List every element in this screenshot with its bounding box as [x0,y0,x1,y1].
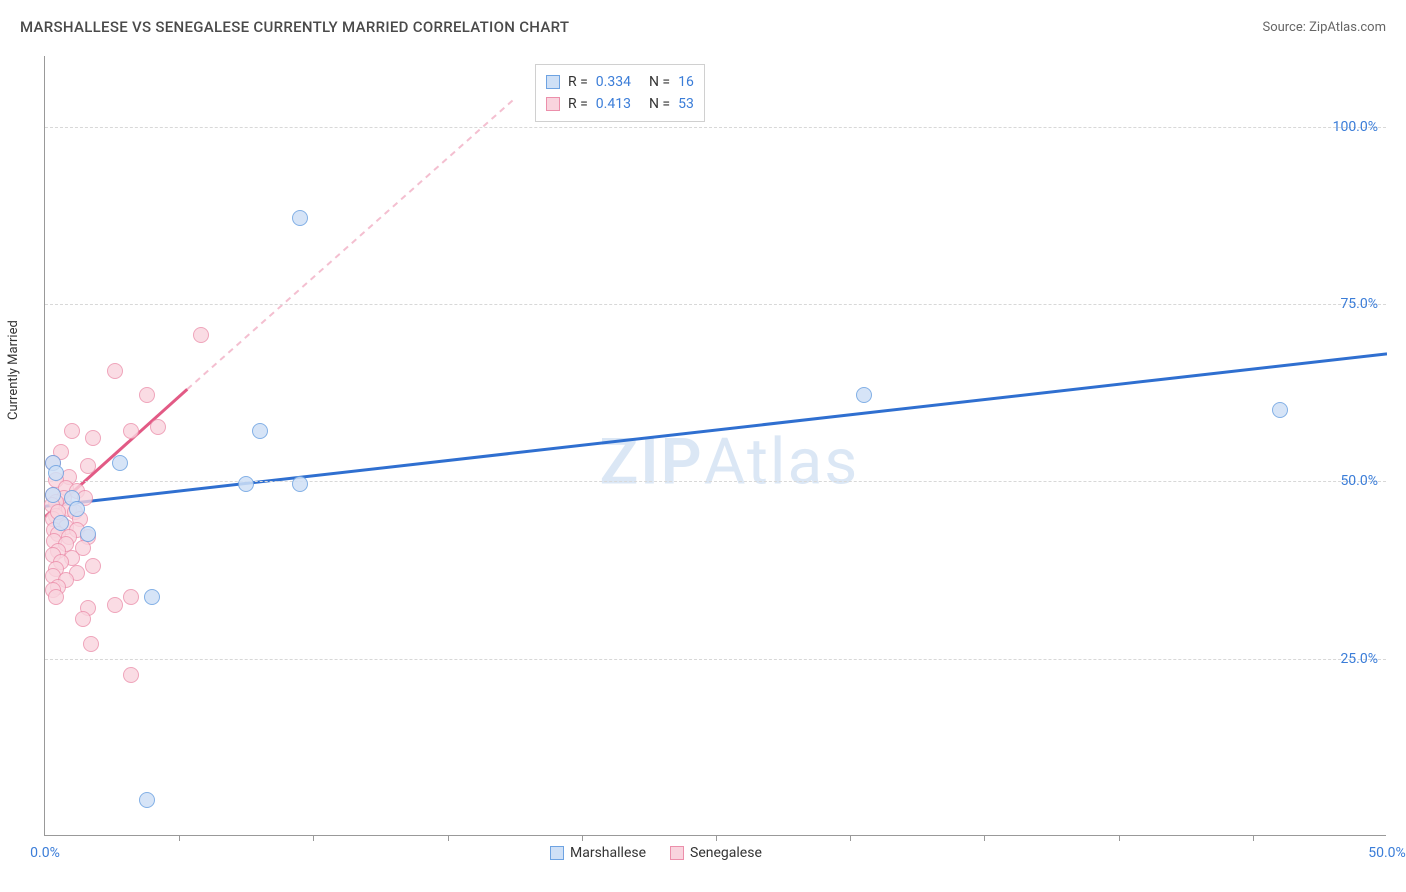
y-tick-label: 100.0% [1333,119,1378,135]
stats-r-label: R = [568,71,588,93]
source-label: Source: ZipAtlas.com [1262,20,1386,35]
x-tick-mark [582,835,583,841]
x-tick-mark [1119,835,1120,841]
stats-r-value: 0.413 [596,93,631,115]
data-point [1272,402,1288,418]
stats-swatch [546,75,560,89]
plot-area: ZIPAtlas R =0.334N =16R =0.413N =53 Mars… [44,56,1386,836]
stats-box: R = 0.334 N = 16 R = 0.413 N = 53 [535,64,705,122]
gridline [45,659,1386,660]
data-point [123,589,139,605]
data-point [292,476,308,492]
data-point [75,611,91,627]
gridline [45,127,1386,128]
data-point [123,667,139,683]
stats-n-value: 16 [678,71,694,93]
legend-swatch [670,846,684,860]
x-tick-mark [984,835,985,841]
gridline [45,304,1386,305]
x-tick-mark [1253,835,1254,841]
stats-r-value: 0.334 [596,71,631,93]
data-point [45,487,61,503]
stats-n-value: 53 [678,93,694,115]
data-point [139,387,155,403]
x-tick-mark [313,835,314,841]
data-point [112,455,128,471]
y-tick-label: 75.0% [1340,296,1378,312]
stats-n-label: N = [649,71,670,93]
data-point [150,419,166,435]
data-point [238,476,254,492]
trend-lines [45,56,1387,836]
legend-swatch [550,846,564,860]
y-tick-label: 50.0% [1340,473,1378,489]
data-point [69,501,85,517]
data-point [53,515,69,531]
x-tick-mark [850,835,851,841]
chart-title: MARSHALLESE VS SENEGALESE CURRENTLY MARR… [20,18,569,36]
data-point [83,636,99,652]
stats-r-label: R = [568,93,588,115]
data-point [193,327,209,343]
legend-label: Marshallese [570,845,646,861]
x-tick-label: 50.0% [1368,845,1406,861]
data-point [107,597,123,613]
data-point [48,589,64,605]
data-point [85,430,101,446]
data-point [107,363,123,379]
x-tick-mark [179,835,180,841]
watermark: ZIPAtlas [600,424,860,499]
data-point [856,387,872,403]
stats-swatch [546,97,560,111]
legend-label: Senegalese [690,845,762,861]
x-tick-label: 0.0% [30,845,60,861]
data-point [48,465,64,481]
x-tick-mark [448,835,449,841]
data-point [80,458,96,474]
data-point [139,792,155,808]
data-point [80,526,96,542]
x-tick-mark [716,835,717,841]
data-point [144,589,160,605]
data-point [252,423,268,439]
data-point [64,423,80,439]
y-tick-label: 25.0% [1340,651,1378,667]
data-point [85,558,101,574]
stats-row: R = 0.334 N = 16 [546,71,694,93]
stats-row: R = 0.413 N = 53 [546,93,694,115]
data-point [123,423,139,439]
data-point [292,210,308,226]
stats-n-label: N = [649,93,670,115]
y-axis-label: Currently Married [6,320,21,420]
legend-item: Marshallese [550,845,646,861]
series-legend: Marshallese Senegalese [550,845,762,861]
legend-item: Senegalese [670,845,762,861]
